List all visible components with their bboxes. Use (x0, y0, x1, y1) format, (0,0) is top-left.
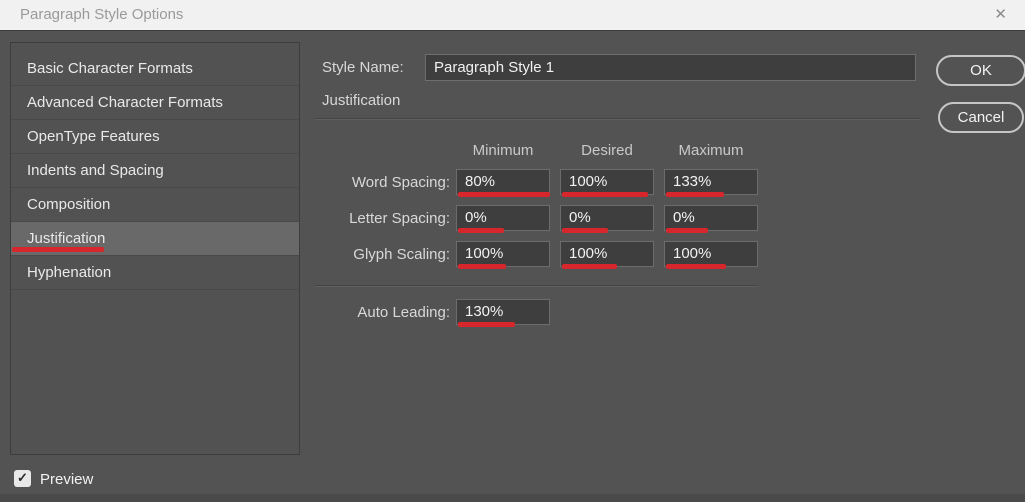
style-name-input[interactable] (425, 54, 916, 81)
red-underline-annotation (458, 228, 504, 233)
word-spacing-minimum-field[interactable]: 80% (456, 169, 550, 197)
sidebar-item-opentype-features[interactable]: OpenType Features (11, 120, 299, 154)
style-name-label: Style Name: (322, 59, 404, 76)
window-bottom-edge (0, 494, 1025, 502)
field-value: 100% (465, 245, 504, 262)
field-value: 80% (465, 173, 496, 190)
sidebar-item-basic-character-formats[interactable]: Basic Character Formats (11, 52, 299, 86)
title-bar[interactable]: Paragraph Style Options ✕ (0, 0, 1025, 31)
sidebar-item-label: Advanced Character Formats (27, 94, 223, 111)
glyph-scaling-label: Glyph Scaling: (353, 246, 450, 263)
sidebar-item-label: Justification (27, 230, 106, 247)
checkmark-icon: ✓ (17, 470, 28, 485)
close-icon[interactable]: ✕ (994, 6, 1007, 23)
divider (315, 118, 920, 120)
category-list: Basic Character Formats Advanced Charact… (10, 42, 300, 455)
red-underline-annotation (562, 264, 617, 269)
red-underline-annotation (562, 192, 648, 197)
column-header-minimum: Minimum (472, 142, 534, 159)
column-header-desired: Desired (581, 142, 633, 159)
field-value: 130% (465, 303, 504, 320)
glyph-scaling-maximum-field[interactable]: 100% (664, 241, 758, 269)
word-spacing-maximum-field[interactable]: 133% (664, 169, 758, 197)
word-spacing-label: Word Spacing: (351, 174, 450, 191)
red-underline-annotation (666, 192, 724, 197)
sidebar-item-label: Indents and Spacing (27, 162, 164, 179)
field-value: 0% (569, 209, 591, 226)
field-value: 100% (569, 245, 608, 262)
letter-spacing-minimum-field[interactable]: 0% (456, 205, 550, 233)
letter-spacing-desired-field[interactable]: 0% (560, 205, 654, 233)
red-underline-annotation (666, 264, 726, 269)
sidebar-item-label: OpenType Features (27, 128, 160, 145)
red-underline-annotation (458, 192, 550, 197)
glyph-scaling-minimum-field[interactable]: 100% (456, 241, 550, 269)
preview-checkbox[interactable]: ✓ (14, 470, 31, 487)
sidebar-item-indents-and-spacing[interactable]: Indents and Spacing (11, 154, 299, 188)
field-value: 0% (673, 209, 695, 226)
sidebar-item-hyphenation[interactable]: Hyphenation (11, 256, 299, 290)
column-header-maximum: Maximum (678, 142, 744, 159)
dialog-title: Paragraph Style Options (20, 6, 184, 23)
red-underline-annotation (12, 247, 104, 252)
field-value: 133% (673, 173, 712, 190)
preview-label: Preview (40, 471, 94, 488)
auto-leading-field[interactable]: 130% (456, 299, 550, 327)
ok-button[interactable]: OK (936, 55, 1025, 86)
divider (315, 285, 758, 287)
red-underline-annotation (458, 322, 515, 327)
sidebar-item-composition[interactable]: Composition (11, 188, 299, 222)
sidebar-item-justification[interactable]: Justification (11, 222, 299, 256)
field-value: 100% (569, 173, 608, 190)
sidebar-item-label: Basic Character Formats (27, 60, 193, 77)
cancel-button[interactable]: Cancel (938, 102, 1024, 133)
sidebar-item-label: Hyphenation (27, 264, 112, 281)
sidebar-item-advanced-character-formats[interactable]: Advanced Character Formats (11, 86, 299, 120)
field-value: 100% (673, 245, 712, 262)
red-underline-annotation (562, 228, 608, 233)
sidebar-item-label: Composition (27, 196, 111, 213)
section-heading: Justification (322, 92, 401, 109)
glyph-scaling-desired-field[interactable]: 100% (560, 241, 654, 269)
letter-spacing-label: Letter Spacing: (349, 210, 450, 227)
red-underline-annotation (458, 264, 506, 269)
field-value: 0% (465, 209, 487, 226)
auto-leading-label: Auto Leading: (357, 304, 450, 321)
word-spacing-desired-field[interactable]: 100% (560, 169, 654, 197)
letter-spacing-maximum-field[interactable]: 0% (664, 205, 758, 233)
red-underline-annotation (666, 228, 708, 233)
